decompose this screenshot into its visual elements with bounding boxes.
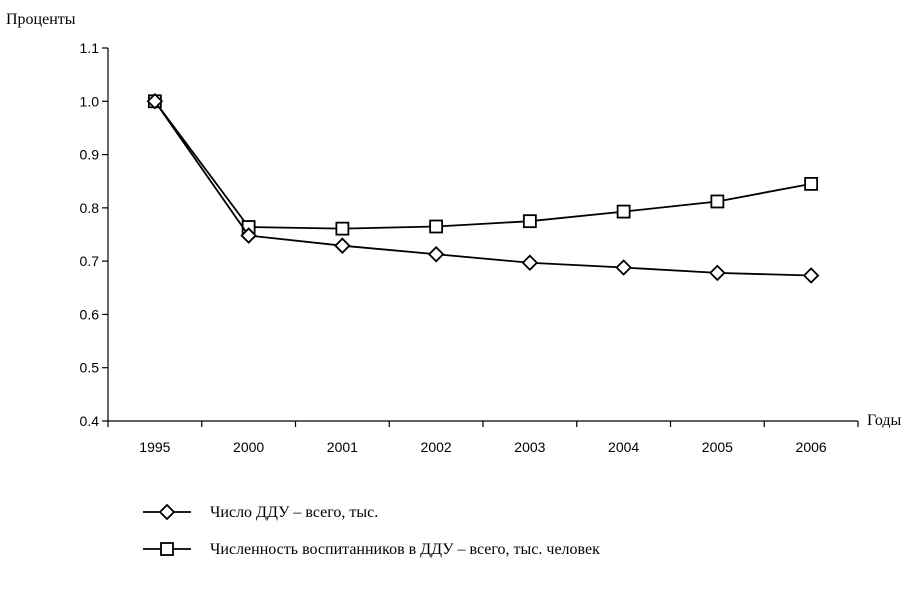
- y-tick-label: 0.9: [80, 147, 100, 163]
- series-line: [154, 100, 812, 277]
- data-point-diamond: [334, 237, 351, 254]
- x-tick-label: 2006: [796, 439, 827, 455]
- legend: Число ДДУ – всего, тыс. Численность воспи…: [143, 503, 600, 558]
- data-point-square: [804, 176, 819, 191]
- data-point-diamond: [615, 259, 632, 276]
- y-tick-label: 0.8: [80, 200, 100, 216]
- y-tick-label: 1.1: [80, 40, 100, 56]
- data-point-square: [616, 204, 631, 219]
- y-tick-label: 0.5: [80, 360, 100, 376]
- series-line: [154, 100, 812, 230]
- x-tick-label: 2005: [702, 439, 733, 455]
- y-tick-label: 0.6: [80, 306, 100, 322]
- legend-label: Число ДДУ – всего, тыс.: [210, 504, 378, 521]
- x-tick-label: 2004: [608, 439, 639, 455]
- data-point-square: [710, 194, 725, 209]
- x-axis-title: Годы: [867, 412, 902, 429]
- data-point-square: [335, 221, 350, 236]
- series-diamond: [146, 93, 820, 284]
- x-tick-label: 2000: [233, 439, 264, 455]
- x-tick-label: 1995: [139, 439, 170, 455]
- series-square: [147, 94, 819, 236]
- data-point-diamond: [146, 93, 164, 110]
- x-axis-ticks: 1995 2000 2001 2002 2003 2004 2005 2006: [107, 421, 859, 455]
- y-tick-label: 1.0: [80, 93, 100, 109]
- x-tick-label: 2003: [514, 439, 545, 455]
- y-axis-ticks: 0.4 0.5 0.6 0.7 0.8 0.9 1.0 1.1: [80, 40, 108, 429]
- series-layer: [146, 93, 820, 284]
- x-tick-label: 2002: [421, 439, 452, 455]
- y-tick-label: 0.7: [80, 253, 100, 269]
- data-point-diamond: [427, 245, 445, 263]
- y-tick-label: 0.4: [80, 413, 100, 429]
- legend-marker-diamond: [158, 503, 176, 521]
- data-point-diamond: [240, 227, 257, 244]
- legend-marker-square: [160, 542, 174, 556]
- data-point-diamond: [709, 264, 726, 282]
- data-point-square: [429, 219, 444, 234]
- legend-label: Численность воспитанников в ДДУ – всего,…: [210, 541, 600, 558]
- y-axis-title: Проценты: [6, 11, 76, 28]
- legend-item: Численность воспитанников в ДДУ – всего,…: [143, 541, 600, 558]
- x-tick-label: 2001: [327, 439, 358, 455]
- data-point-diamond: [802, 267, 820, 284]
- legend-item: Число ДДУ – всего, тыс.: [143, 503, 378, 521]
- data-point-square: [522, 214, 537, 229]
- data-point-diamond: [521, 254, 539, 272]
